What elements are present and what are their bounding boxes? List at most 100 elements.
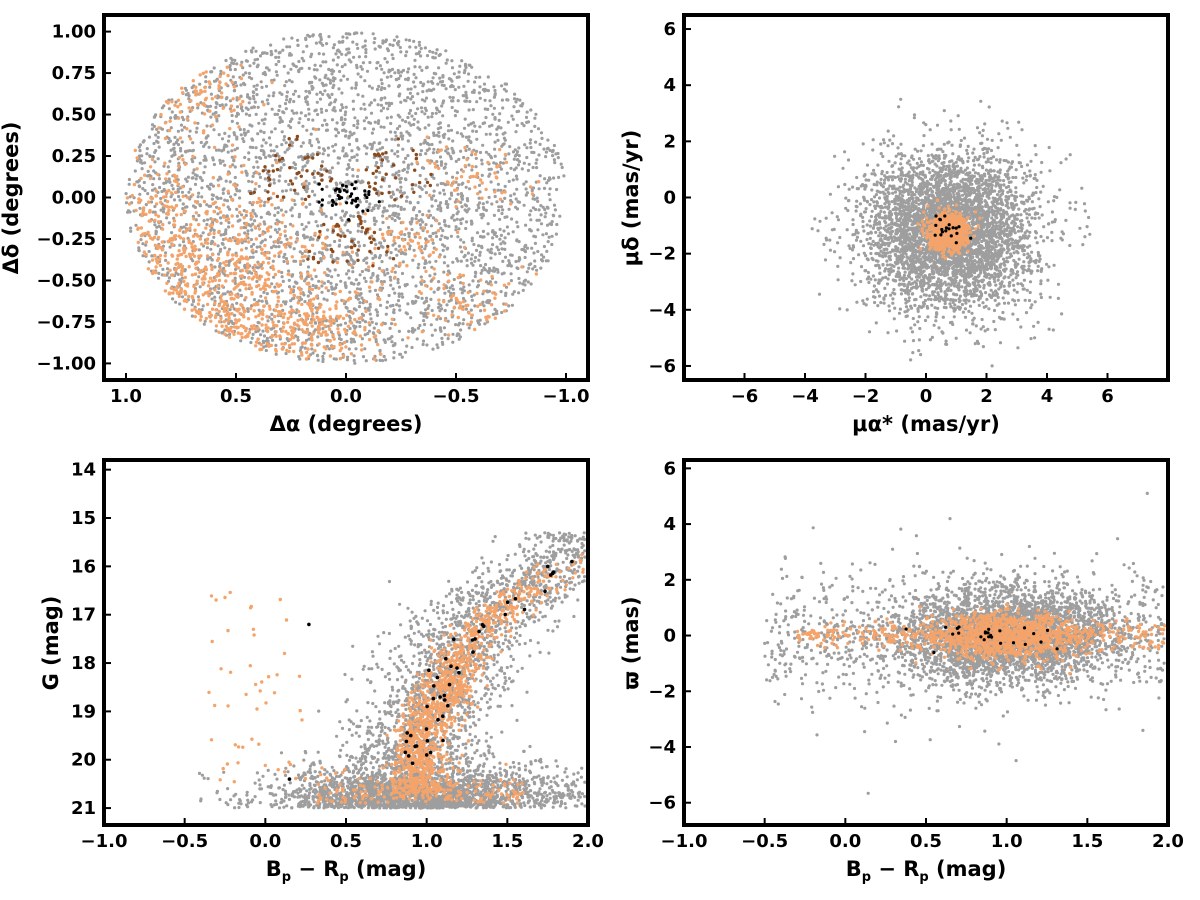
sky-field-point bbox=[392, 350, 396, 354]
sky-field-point bbox=[199, 140, 203, 145]
sky-member-point bbox=[263, 243, 267, 248]
sky-field-point bbox=[359, 292, 363, 296]
sky-field-point bbox=[322, 147, 326, 151]
sky-field-point bbox=[284, 107, 288, 111]
sky-field-point bbox=[371, 271, 375, 276]
sky-member-point bbox=[217, 330, 221, 334]
sky-field-point bbox=[192, 168, 196, 172]
sky-field-point bbox=[344, 129, 348, 133]
sky-field-point bbox=[254, 87, 258, 91]
sky-field-point bbox=[423, 322, 427, 327]
sky-field-point bbox=[417, 185, 421, 189]
sky-member-point bbox=[228, 292, 232, 297]
sky-member-point bbox=[202, 112, 207, 116]
sky-field-point bbox=[336, 55, 340, 59]
sky-member-point bbox=[353, 290, 357, 294]
sky-core-point bbox=[320, 164, 324, 168]
sky-field-point bbox=[540, 136, 544, 140]
sky-field-point bbox=[249, 340, 253, 345]
sky-member-point bbox=[336, 330, 341, 335]
sky-member-point bbox=[194, 309, 199, 314]
sky-field-point bbox=[242, 81, 246, 85]
sky-member-point bbox=[476, 192, 480, 196]
sky-core-point bbox=[329, 247, 333, 252]
sky-field-point bbox=[343, 321, 348, 325]
sky-field-point bbox=[170, 110, 174, 114]
sky-field-point bbox=[166, 165, 170, 169]
pm-field-point bbox=[1030, 200, 1034, 204]
sky-field-point bbox=[503, 157, 507, 161]
sky-member-point bbox=[305, 282, 309, 286]
sky-field-point bbox=[381, 220, 385, 225]
sky-core-point bbox=[386, 244, 390, 249]
sky-core-point bbox=[396, 137, 400, 141]
sky-field-point bbox=[180, 190, 185, 194]
sky-field-point bbox=[171, 297, 175, 301]
sky-field-point bbox=[545, 205, 549, 209]
sky-field-point bbox=[297, 121, 301, 125]
sky-field-point bbox=[242, 139, 246, 144]
sky-member-point bbox=[175, 257, 179, 261]
sky-field-point bbox=[507, 207, 511, 211]
sky-field-point bbox=[396, 299, 401, 303]
sky-member-point bbox=[341, 316, 346, 321]
sky-field-point bbox=[347, 142, 352, 146]
sky-field-point bbox=[270, 282, 274, 286]
sky-core-point bbox=[372, 237, 376, 241]
sky-field-point bbox=[515, 150, 520, 154]
sky-field-point bbox=[548, 177, 552, 181]
sky-member-point bbox=[270, 203, 274, 207]
sky-member-point bbox=[300, 255, 305, 259]
sky-member-point bbox=[224, 82, 228, 86]
sky-field-point bbox=[463, 99, 467, 103]
sky-field-point bbox=[324, 83, 328, 87]
sky-field-point bbox=[339, 118, 343, 122]
sky-field-point bbox=[389, 195, 393, 199]
sky-field-point bbox=[429, 297, 433, 301]
sky-member-point bbox=[245, 262, 250, 266]
sky-member-point bbox=[254, 271, 258, 276]
sky-bright-point bbox=[354, 199, 358, 203]
sky-member-point bbox=[219, 91, 224, 95]
sky-core-point bbox=[376, 246, 381, 250]
sky-field-point bbox=[297, 94, 301, 99]
sky-field-point bbox=[431, 241, 435, 245]
sky-field-point bbox=[472, 242, 476, 247]
sky-field-point bbox=[503, 236, 507, 240]
sky-member-point bbox=[265, 315, 269, 319]
sky-field-point bbox=[309, 132, 313, 136]
sky-field-point bbox=[219, 161, 223, 165]
sky-field-point bbox=[298, 357, 302, 361]
sky-member-point bbox=[271, 320, 275, 324]
sky-field-point bbox=[316, 358, 320, 362]
sky-member-point bbox=[313, 349, 317, 353]
sky-field-point bbox=[308, 91, 312, 95]
sky-member-point bbox=[503, 152, 508, 157]
sky-field-point bbox=[264, 348, 268, 353]
sky-field-point bbox=[501, 142, 505, 147]
sky-field-point bbox=[548, 148, 552, 152]
sky-field-point bbox=[537, 218, 541, 222]
sky-field-point bbox=[255, 245, 259, 249]
sky-member-point bbox=[458, 273, 462, 277]
sky-field-point bbox=[505, 225, 509, 229]
sky-member-point bbox=[167, 128, 172, 133]
sky-field-point bbox=[154, 133, 158, 137]
sky-core-point bbox=[266, 190, 270, 194]
sky-field-point bbox=[260, 85, 264, 89]
sky-field-point bbox=[278, 116, 282, 120]
sky-member-point bbox=[331, 333, 335, 338]
sky-field-point bbox=[311, 283, 315, 288]
sky-field-point bbox=[378, 358, 382, 362]
sky-field-point bbox=[268, 154, 272, 158]
sky-member-point bbox=[452, 305, 457, 309]
sky-field-point bbox=[277, 108, 281, 113]
sky-field-point bbox=[280, 130, 284, 134]
sky-field-point bbox=[451, 139, 455, 143]
sky-field-point bbox=[368, 202, 372, 206]
sky-member-point bbox=[243, 309, 247, 313]
sky-member-point bbox=[136, 240, 140, 245]
sky-member-point bbox=[416, 232, 421, 236]
sky-field-point bbox=[277, 55, 281, 59]
sky-field-point bbox=[413, 328, 417, 332]
